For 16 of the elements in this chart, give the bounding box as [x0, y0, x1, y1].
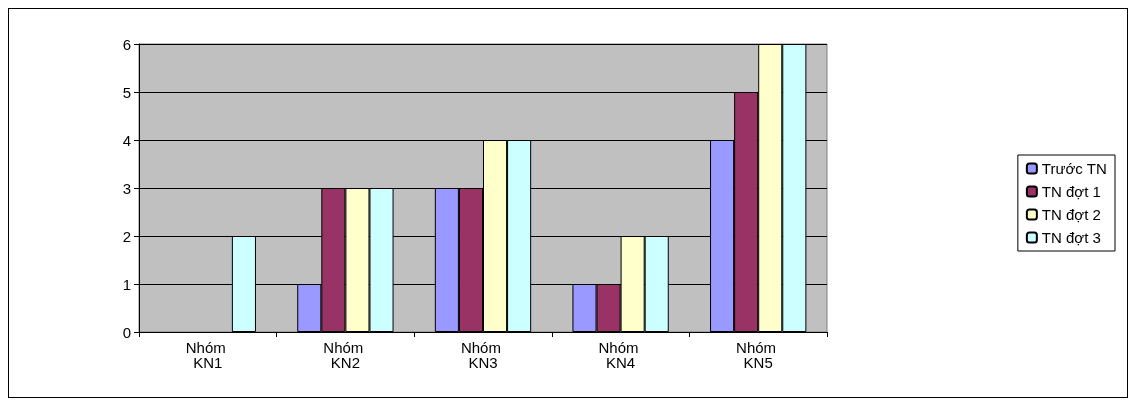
x-tick-label: Nhóm KN4 [598, 339, 643, 371]
y-tick-label: 4 [122, 131, 131, 149]
legend-label: TN đợt 3 [1041, 229, 1101, 246]
legend-label: Trước TN [1041, 160, 1107, 177]
x-tick-label: Nhóm KN2 [323, 339, 368, 371]
y-tick-label: 6 [122, 35, 131, 53]
x-tick-label: Nhóm KN5 [736, 339, 781, 371]
y-tick-label: 3 [122, 179, 131, 197]
y-tick-label: 2 [122, 227, 131, 245]
y-tick-label: 0 [122, 323, 131, 341]
legend-label: TN đợt 1 [1041, 183, 1101, 200]
x-tick-label: Nhóm KN3 [460, 339, 506, 371]
y-tick-label: 5 [122, 83, 131, 101]
y-tick-label: 1 [122, 275, 131, 293]
x-tick-label: Nhóm KN1 [185, 339, 230, 371]
legend-label: TN đợt 2 [1041, 206, 1101, 223]
